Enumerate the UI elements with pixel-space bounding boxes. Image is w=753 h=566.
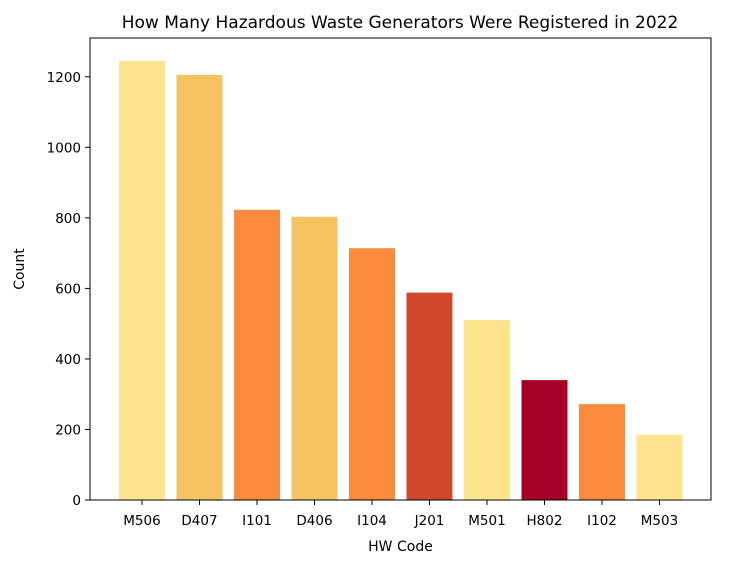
bar-m506 bbox=[119, 60, 165, 501]
y-axis-ticks: 0 200 400 600 800 1000 1200 bbox=[47, 70, 90, 509]
y-tick-label: 200 bbox=[55, 422, 81, 438]
x-tick-label: D407 bbox=[181, 513, 217, 529]
x-tick-label: I102 bbox=[587, 513, 617, 529]
y-tick-label: 400 bbox=[55, 352, 81, 368]
bar-d406 bbox=[291, 216, 338, 501]
x-tick-label: H802 bbox=[527, 513, 563, 529]
bars-group bbox=[119, 60, 683, 501]
bar-h802 bbox=[521, 380, 568, 500]
x-tick-label: D406 bbox=[296, 513, 332, 529]
bar-i102 bbox=[579, 404, 625, 500]
y-tick-label: 600 bbox=[55, 281, 81, 297]
y-tick-label: 1000 bbox=[47, 140, 81, 156]
bar-i104 bbox=[349, 248, 395, 500]
y-tick-label: 1200 bbox=[47, 70, 81, 86]
x-tick-label: I104 bbox=[357, 513, 387, 529]
x-tick-label: M501 bbox=[468, 513, 505, 529]
x-tick-label: I101 bbox=[242, 513, 272, 529]
bar-i101 bbox=[234, 209, 280, 501]
bar-m501 bbox=[464, 320, 510, 500]
bar-m503 bbox=[636, 434, 683, 500]
x-axis-ticks: M506 D407 I101 D406 I104 J201 M501 H802 I102 M503 bbox=[123, 500, 678, 529]
chart-title: How Many Hazardous Waste Generators Were… bbox=[122, 13, 679, 33]
y-tick-label: 0 bbox=[72, 493, 81, 509]
y-tick-label: 800 bbox=[55, 211, 81, 227]
y-axis-label: Count bbox=[12, 248, 28, 290]
plot-frame bbox=[89, 37, 712, 501]
x-tick-label: M503 bbox=[641, 513, 678, 529]
bar-d407 bbox=[176, 75, 223, 500]
x-axis-label: HW Code bbox=[368, 539, 433, 555]
x-tick-label: M506 bbox=[123, 513, 160, 529]
x-tick-label: J201 bbox=[414, 513, 445, 529]
bar-j201 bbox=[406, 292, 453, 500]
